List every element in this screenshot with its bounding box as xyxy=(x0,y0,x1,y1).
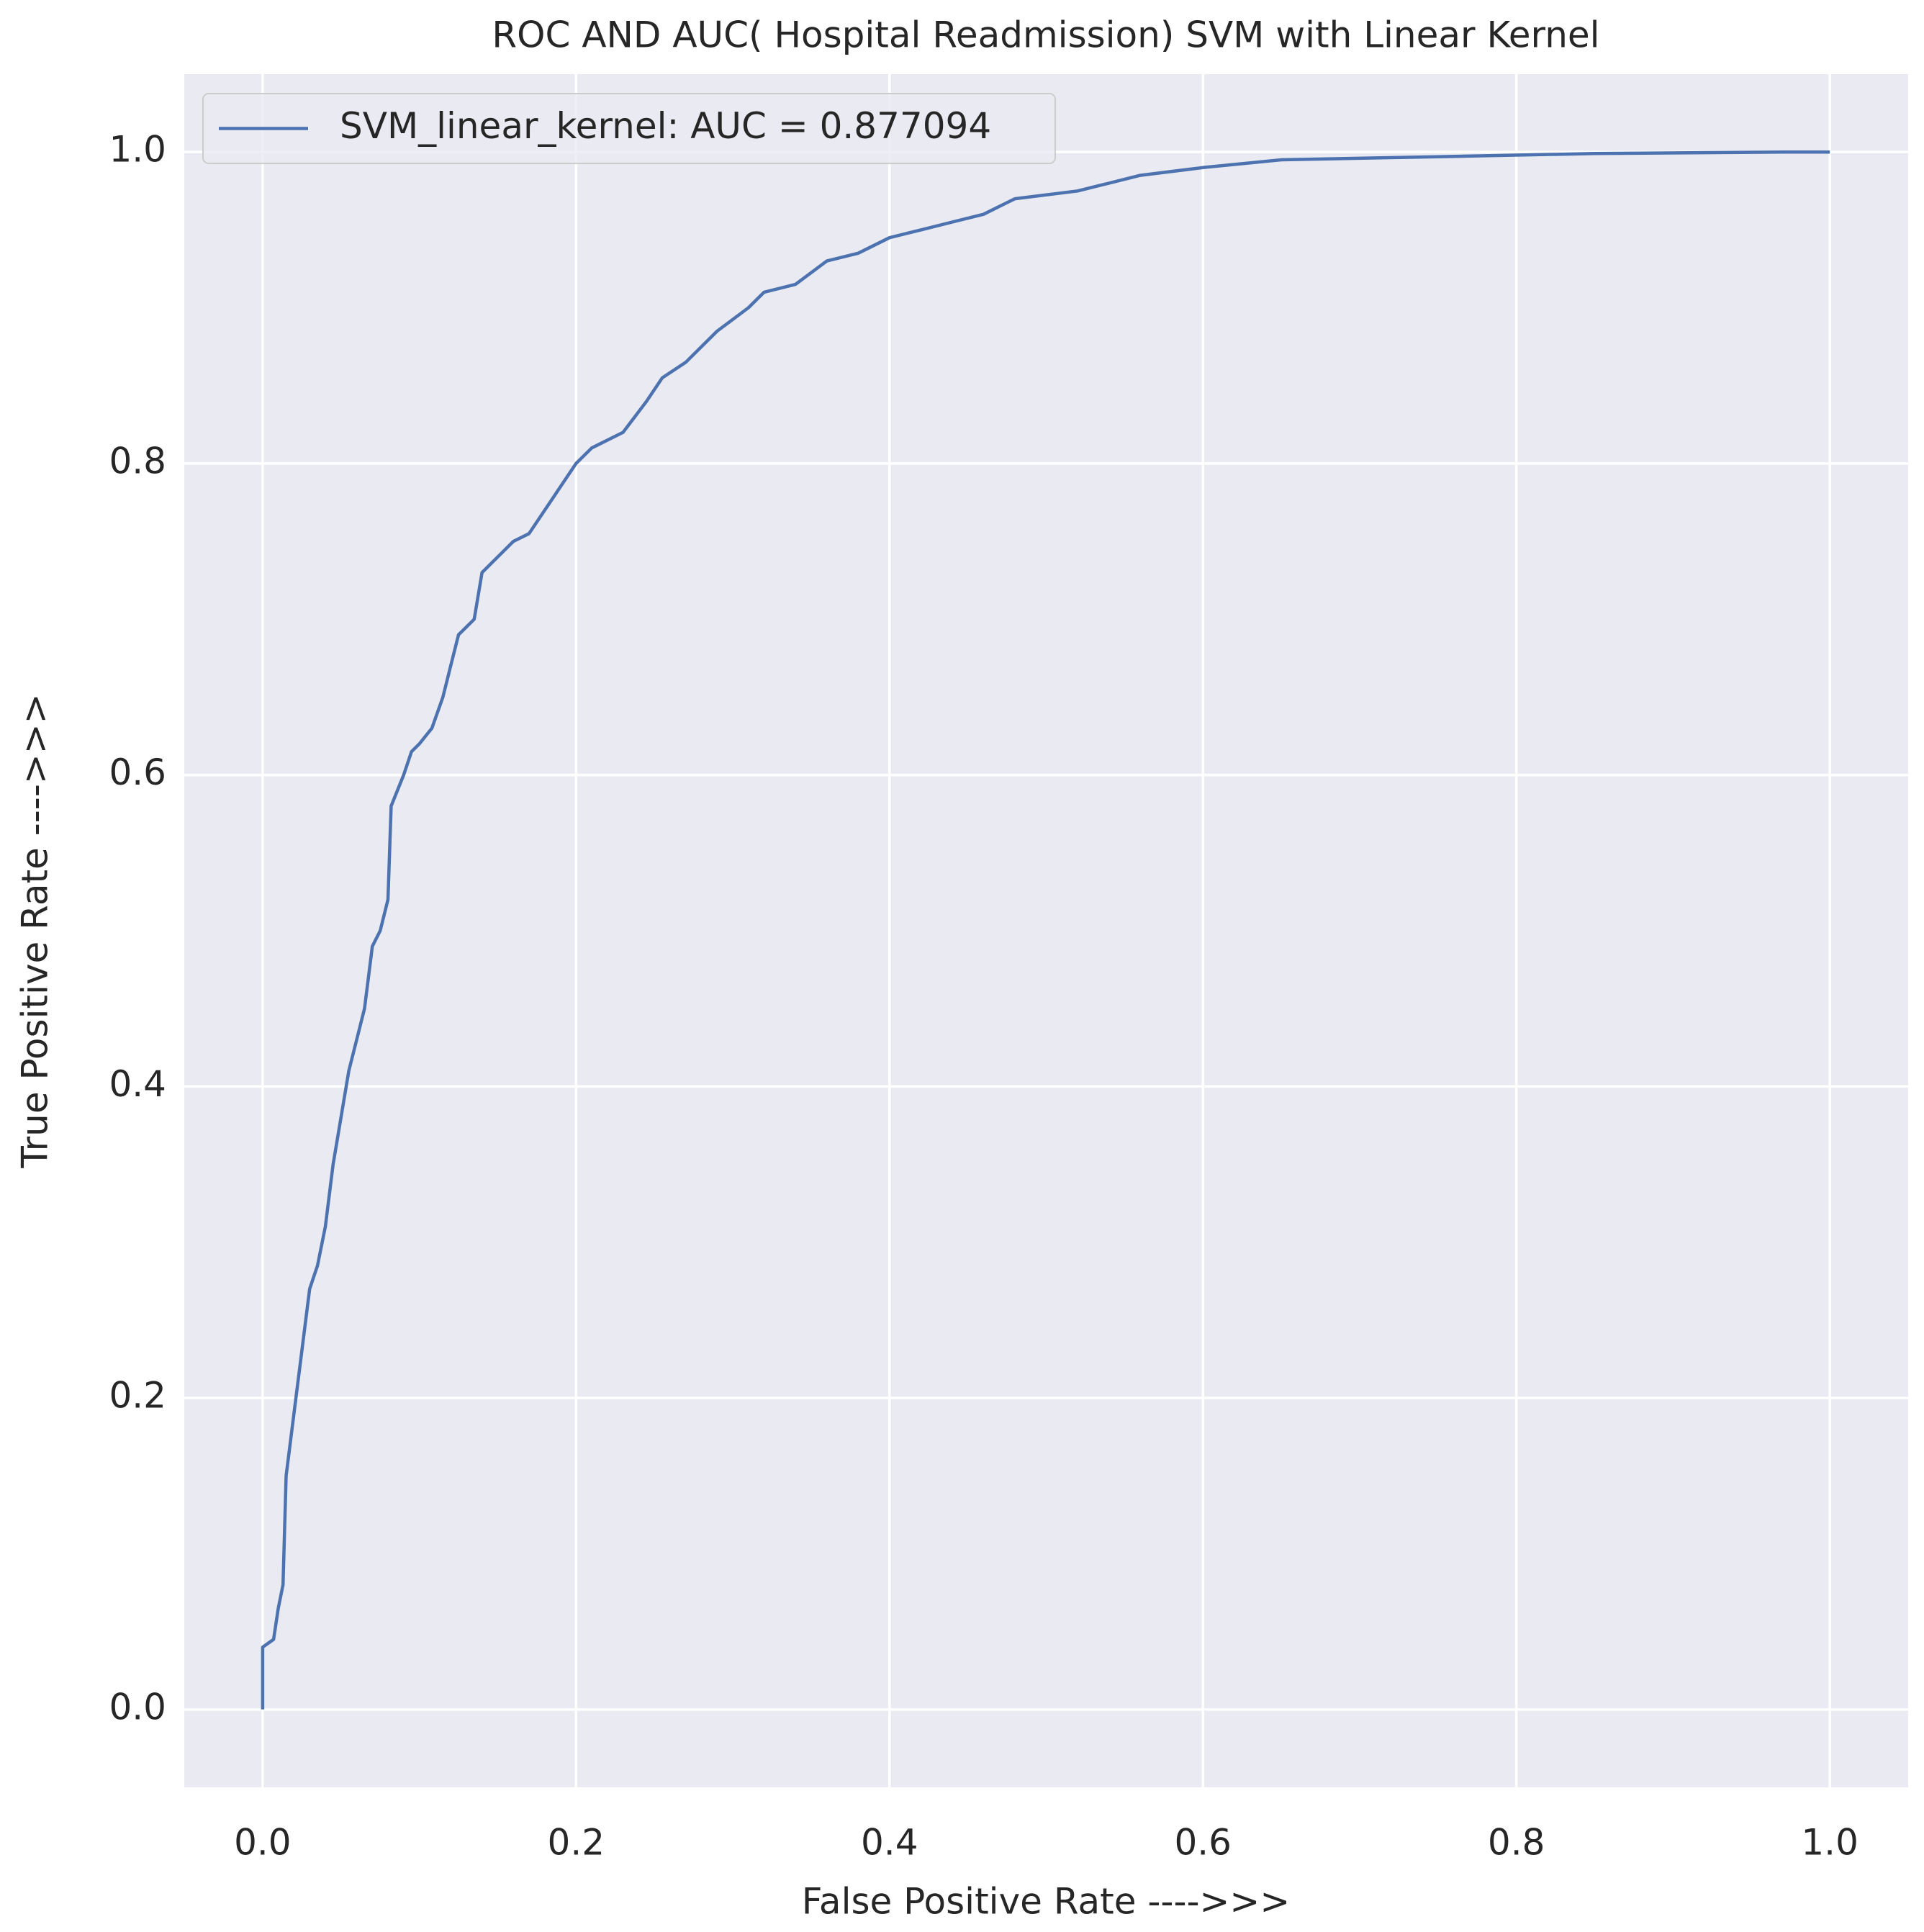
x-axis-label: False Positive Rate ---->>> xyxy=(802,1881,1290,1923)
plot-area xyxy=(184,74,1908,1787)
chart-title: ROC AND AUC( Hospital Readmission) SVM w… xyxy=(492,14,1599,56)
y-tick-label: 0.8 xyxy=(109,440,166,482)
x-tick-label: 0.6 xyxy=(1174,1822,1232,1864)
y-tick-label: 0.6 xyxy=(109,751,166,793)
x-tick-label: 0.0 xyxy=(234,1822,292,1864)
y-axis-label: True Positive Rate ---->>> xyxy=(14,693,56,1168)
x-tick-label: 1.0 xyxy=(1801,1822,1858,1864)
x-tick-label: 0.2 xyxy=(548,1822,605,1864)
legend-box xyxy=(202,93,1056,164)
legend-label: SVM_linear_kernel: AUC = 0.877094 xyxy=(340,105,991,147)
y-tick-label: 0.0 xyxy=(109,1686,166,1728)
y-tick-label: 1.0 xyxy=(109,129,166,171)
y-tick-label: 0.2 xyxy=(109,1375,166,1417)
x-tick-label: 0.8 xyxy=(1488,1822,1545,1864)
x-tick-label: 0.4 xyxy=(861,1822,918,1864)
y-tick-label: 0.4 xyxy=(109,1063,166,1105)
roc-line xyxy=(261,150,1830,1710)
